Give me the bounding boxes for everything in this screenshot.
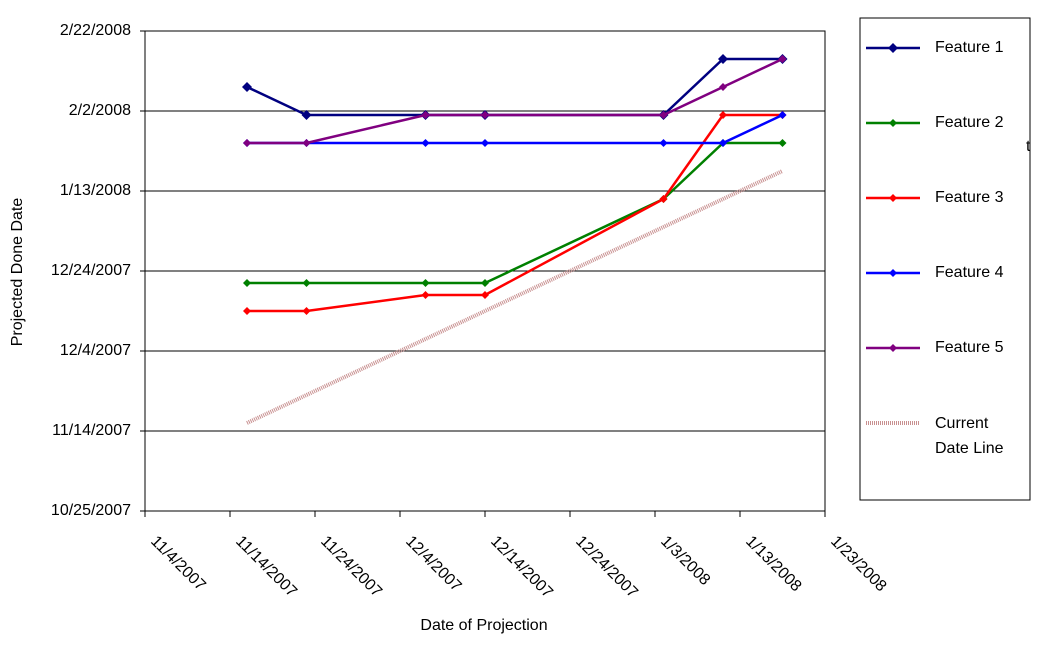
data-point xyxy=(718,54,728,64)
data-point xyxy=(243,279,251,287)
y-tick-label: 12/4/2007 xyxy=(60,342,131,359)
legend-label: Feature 1 xyxy=(935,39,1004,56)
data-point xyxy=(302,139,311,147)
legend-label: Feature 3 xyxy=(935,189,1004,206)
series-line xyxy=(247,57,784,145)
data-point xyxy=(243,139,251,147)
x-tick-label: 12/24/2007 xyxy=(572,533,641,602)
y-tick-label: 11/14/2007 xyxy=(52,422,131,439)
data-point xyxy=(302,307,311,315)
x-tick-label: 1/3/2008 xyxy=(657,533,713,589)
x-tick-label: 1/23/2008 xyxy=(827,533,889,595)
legend-label: Feature 2 xyxy=(935,114,1004,131)
y-tick-label: 1/13/2008 xyxy=(60,182,131,199)
legend-box xyxy=(859,17,1031,501)
legend-marker xyxy=(889,344,897,352)
y-tick-label: 10/25/2007 xyxy=(51,502,131,519)
legend-label: Feature 4 xyxy=(935,264,1004,281)
x-tick-label: 1/13/2008 xyxy=(742,533,804,595)
x-tick-label: 11/14/2007 xyxy=(232,533,300,601)
data-point xyxy=(719,111,727,119)
data-point xyxy=(778,139,787,147)
x-tick-label: 12/4/2007 xyxy=(402,533,464,595)
data-point xyxy=(301,110,312,120)
data-point xyxy=(778,55,787,63)
series-line xyxy=(247,113,783,313)
legend-marker xyxy=(889,194,897,202)
data-point xyxy=(421,279,430,287)
series-line xyxy=(246,57,783,117)
x-axis-title: Date of Projection xyxy=(420,617,547,634)
data-point xyxy=(719,139,727,147)
x-tick-label: 11/4/2007 xyxy=(147,533,209,595)
y-tick-label: 2/22/2008 xyxy=(60,22,131,39)
legend-label: Current Date Line xyxy=(935,415,1004,457)
x-tick-label: 11/24/2007 xyxy=(317,533,385,601)
data-point xyxy=(481,139,489,147)
plot-frame xyxy=(144,30,826,512)
data-point xyxy=(421,291,430,299)
series-line xyxy=(247,141,783,285)
data-point xyxy=(481,111,489,119)
data-point xyxy=(242,82,252,92)
data-point xyxy=(421,111,430,119)
data-point xyxy=(481,279,489,287)
legend-marker xyxy=(889,269,897,277)
y-axis-title: Projected Done Date xyxy=(9,198,26,347)
data-point xyxy=(778,111,787,119)
data-point xyxy=(719,83,727,91)
data-point xyxy=(421,139,430,147)
annotation: t xyxy=(1026,138,1031,155)
data-point xyxy=(659,139,668,147)
y-tick-label: 2/2/2008 xyxy=(69,102,131,119)
data-point xyxy=(243,307,251,315)
legend-label: Feature 5 xyxy=(935,339,1004,356)
x-tick-label: 12/14/2007 xyxy=(487,533,556,602)
legend-marker xyxy=(889,119,897,127)
data-point xyxy=(481,291,489,299)
series-line xyxy=(246,169,784,425)
data-point xyxy=(659,111,668,119)
legend-marker xyxy=(888,43,898,53)
y-tick-label: 12/24/2007 xyxy=(51,262,131,279)
data-point xyxy=(659,195,668,203)
data-point xyxy=(302,279,311,287)
